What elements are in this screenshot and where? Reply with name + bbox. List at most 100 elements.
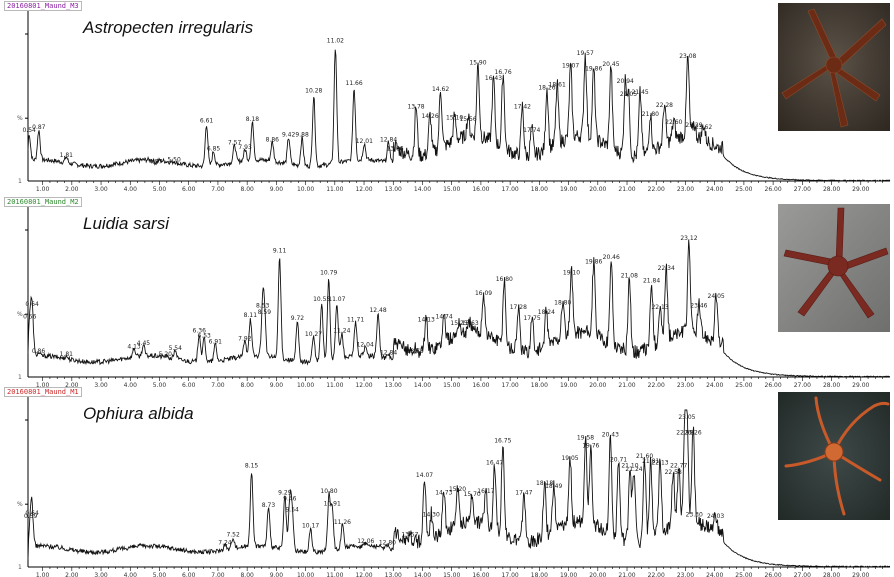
- peak-label: 22.28: [656, 102, 673, 109]
- x-tick-label: 10.00: [297, 382, 314, 387]
- peak-label: 8.18: [246, 116, 260, 123]
- chromatogram-trace: [27, 49, 891, 182]
- x-tick-label: 4.00: [124, 382, 138, 387]
- peak-label: 9.11: [273, 248, 287, 255]
- x-tick-label: 28.00: [823, 186, 840, 191]
- peak-label: 0.59: [24, 513, 38, 520]
- peak-label: 11.07: [328, 296, 345, 303]
- x-tick-label: 1.00: [36, 382, 50, 387]
- peak-label: 21.45: [632, 89, 649, 96]
- x-tick-label: 28.00: [823, 382, 840, 387]
- x-tick-label: 17.00: [502, 186, 519, 191]
- x-tick-label: 12.00: [355, 186, 372, 191]
- peak-label: 10.27: [305, 331, 322, 338]
- peak-label: 22.13: [651, 304, 668, 311]
- x-tick-label: 24.00: [706, 186, 723, 191]
- peak-label: 9.88: [295, 132, 309, 139]
- peak-label: 4.45: [137, 340, 151, 347]
- peak-label: 22.98: [676, 430, 693, 437]
- x-tick-label: 19.00: [560, 186, 577, 191]
- y-tick-label: %: [17, 115, 23, 122]
- peak-label: 18.61: [549, 81, 566, 88]
- x-tick-label: 21.00: [618, 186, 635, 191]
- peak-label: 22.60: [665, 119, 682, 126]
- peak-label: 20.94: [617, 78, 634, 85]
- peak-label: 4.87: [149, 158, 163, 165]
- peak-label: 23.12: [680, 235, 697, 242]
- peak-label: 0.56: [23, 313, 37, 320]
- peak-label: 8.86: [266, 136, 280, 143]
- x-tick-label: 22.00: [648, 186, 665, 191]
- peak-label: 9.42: [282, 132, 296, 139]
- peak-label: 6.85: [207, 146, 221, 153]
- x-tick-label: 9.00: [270, 382, 284, 387]
- peak-label: 12.48: [369, 307, 386, 314]
- x-tick-label: 13.00: [385, 382, 402, 387]
- y-tick-label: 1: [18, 564, 22, 571]
- peak-label: 0.54: [22, 127, 36, 134]
- peak-label: 7.24: [218, 540, 232, 547]
- orange-brittle-star-photo: [778, 392, 890, 520]
- x-tick-label: 3.00: [94, 382, 108, 387]
- peak-label: 11.71: [347, 317, 364, 324]
- peak-label: 17.28: [510, 304, 527, 311]
- peak-label: 17.47: [515, 489, 532, 496]
- peak-label: 1.81: [60, 152, 74, 159]
- peak-label: 16.80: [496, 276, 513, 283]
- peak-label: 18.26: [538, 85, 555, 92]
- x-tick-label: 7.00: [211, 186, 225, 191]
- x-tick-label: 16.00: [472, 382, 489, 387]
- red-starfish-photo: [778, 204, 890, 332]
- peak-label: 4.13: [127, 343, 141, 350]
- peak-label: 8.15: [245, 463, 259, 470]
- peak-label: 10.28: [305, 88, 322, 95]
- peak-label: 12.01: [356, 138, 373, 145]
- peak-label: 21.60: [636, 453, 653, 460]
- peak-label: 6.91: [209, 339, 223, 346]
- peak-label: 7.52: [226, 532, 240, 539]
- peak-label: 10.17: [302, 522, 319, 529]
- chromatogram-trace: [27, 409, 890, 568]
- x-tick-label: 1.00: [36, 186, 50, 191]
- chromatogram-panel: % 1 1.00 2.00 3.00 4.00 5.00 6.00 7.00 8.00 9.00 10…: [0, 196, 894, 387]
- x-tick-label: 21.00: [618, 382, 635, 387]
- peak-label: 9.46: [283, 496, 297, 503]
- peak-label: 21.24: [625, 466, 642, 473]
- peak-label: 11.02: [327, 37, 344, 44]
- peak-label: 7.92: [238, 335, 252, 342]
- chromatogram-chart: %11.00 2.00 3.00 4.00 5.00 6.00 7.00 8.00 9.00 10…: [17, 206, 891, 387]
- peak-label: 5.50: [167, 157, 181, 164]
- peak-label: 22.34: [658, 265, 675, 272]
- peak-label: 14.26: [421, 113, 438, 120]
- peak-label: 0.64: [25, 510, 39, 517]
- peak-label: 23.30: [686, 511, 703, 518]
- x-tick-label: 18.00: [531, 186, 548, 191]
- x-tick-label: 13.00: [385, 186, 402, 191]
- peak-label: 15.25: [450, 320, 467, 327]
- peak-label: 9.72: [291, 315, 305, 322]
- peak-label: 13.06: [386, 146, 403, 153]
- x-tick-label: 2.00: [65, 382, 79, 387]
- peak-label: 20.45: [602, 61, 619, 68]
- x-tick-label: 17.00: [502, 382, 519, 387]
- peak-label: 19.10: [563, 270, 580, 277]
- peak-label: 19.05: [561, 455, 578, 462]
- peak-label: 15.56: [459, 116, 476, 123]
- peak-label: 7.93: [238, 144, 252, 151]
- x-tick-label: 19.00: [560, 382, 577, 387]
- peak-label: 15.70: [464, 491, 481, 498]
- y-tick-label: %: [17, 311, 23, 318]
- x-tick-label: 23.00: [677, 382, 694, 387]
- peak-label: 23.29: [685, 122, 702, 129]
- peak-label: 14.62: [432, 86, 449, 93]
- peak-label: 21.80: [642, 111, 659, 118]
- peak-label: 1.81: [60, 351, 74, 358]
- x-tick-label: 29.00: [852, 382, 869, 387]
- x-tick-label: 5.00: [153, 186, 167, 191]
- peak-label: 12.06: [357, 538, 374, 545]
- x-tick-label: 7.00: [211, 382, 225, 387]
- x-tick-label: 14.00: [414, 186, 431, 191]
- brown-starfish-photo: [778, 3, 890, 131]
- peak-label: 14.30: [423, 511, 440, 518]
- file-tag: 20160801_Maund_M2: [4, 197, 82, 207]
